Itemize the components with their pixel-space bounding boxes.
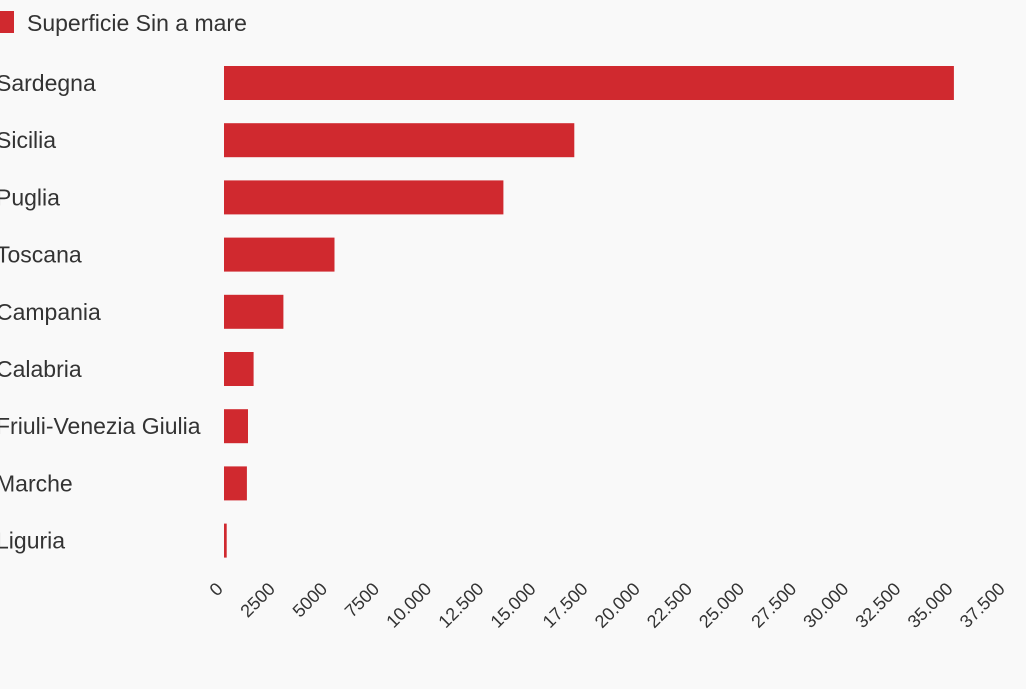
- x-tick-label: 12.500: [434, 579, 487, 632]
- category-label: Friuli-Venezia Giulia: [0, 413, 201, 439]
- legend-label: Superficie Sin a mare: [27, 10, 247, 36]
- x-tick-label: 0: [206, 579, 227, 600]
- category-label: Puglia: [0, 184, 60, 210]
- category-label: Calabria: [0, 356, 82, 382]
- bar-sicilia: [224, 123, 575, 158]
- bar-toscana: [224, 237, 335, 272]
- category-label: Campania: [0, 299, 101, 325]
- category-label: Sardegna: [0, 70, 96, 96]
- x-tick-label: 17.500: [539, 579, 592, 632]
- x-tick-label: 30.000: [799, 579, 852, 632]
- bar-puglia: [224, 180, 504, 215]
- x-tick-label: 15.000: [487, 579, 540, 632]
- x-tick-label: 2500: [236, 579, 278, 621]
- bar-marche: [224, 466, 247, 501]
- x-tick-label: 10.000: [382, 579, 435, 632]
- category-label: Sicilia: [0, 127, 56, 153]
- x-tick-label: 35.000: [904, 579, 957, 632]
- bar-campania: [224, 294, 284, 329]
- bar-liguria: [224, 523, 227, 558]
- x-tick-label: 22.500: [643, 579, 696, 632]
- x-tick-label: 20.000: [591, 579, 644, 632]
- legend-swatch: [0, 11, 14, 33]
- x-tick-label: 7500: [341, 579, 383, 621]
- bar-sardegna: [224, 66, 954, 100]
- category-label: Marche: [0, 470, 73, 496]
- x-tick-label: 37.500: [956, 579, 1009, 632]
- bar-friuli-venezia-giulia: [224, 409, 248, 444]
- category-label: Toscana: [0, 242, 82, 268]
- bars-group: [224, 66, 954, 558]
- x-tick-label: 32.500: [851, 579, 904, 632]
- x-tick-label: 27.500: [747, 579, 800, 632]
- category-labels: Sardegna Sicilia Puglia Toscana Campania Cala…: [0, 70, 201, 554]
- bar-calabria: [224, 352, 254, 386]
- legend: Superficie Sin a mare: [0, 10, 247, 36]
- x-tick-label: 5000: [289, 579, 331, 621]
- category-label: Liguria: [0, 528, 65, 554]
- x-tick-label: 25.000: [695, 579, 748, 632]
- x-axis-tick-labels: 0 2500 5000 7500 10.000 12.500 15.000 17.500 20.…: [206, 579, 1009, 632]
